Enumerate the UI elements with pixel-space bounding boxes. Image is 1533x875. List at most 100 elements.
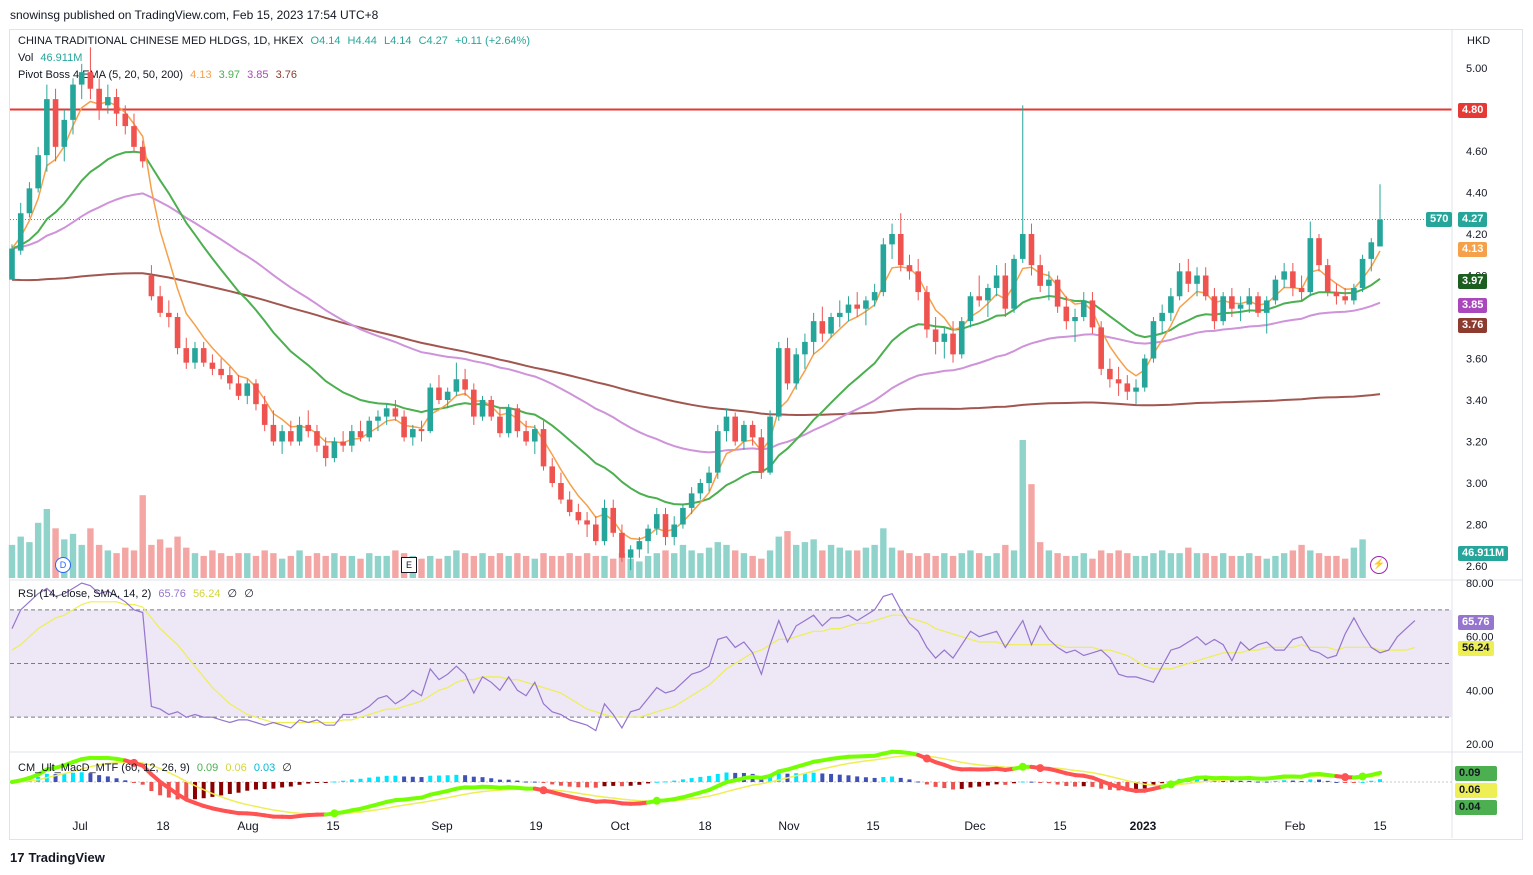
macd-histogram-bar [959,782,964,789]
volume-bar [122,547,129,578]
candle-body [279,431,285,442]
volume-bar [366,553,373,578]
candle-body [383,408,390,417]
macd-histogram-bar [837,774,842,782]
candle-body [471,389,477,417]
flash-icon[interactable]: ⚡ [1370,556,1388,574]
candle-body [183,348,190,363]
macd-histogram-bar [349,779,354,782]
volume-bar [278,558,286,578]
macd-histogram-bar [942,782,947,789]
macd-histogram-bar [1238,780,1243,782]
macd-label[interactable]: CM_Ult_MacD_MTF (60, 12, 26, 9) [18,762,190,774]
macd-line-segment [140,763,154,777]
volume-bar [322,555,329,578]
macd-histogram-bar [271,782,276,789]
volume-bar [331,553,338,578]
symbol-title[interactable]: CHINA TRADITIONAL CHINESE MED HLDGS, 1D,… [18,35,304,47]
macd-histogram-bar [1038,782,1043,783]
ema50-value: 3.85 [247,69,269,81]
candle-body [1377,219,1383,247]
volume-bar [958,553,965,578]
macd-histogram-bar [314,782,319,783]
macd-histogram-bar [463,775,468,782]
candle-body [462,379,468,390]
candle-body [488,400,495,417]
volume-bar [235,553,242,578]
candle-body [1263,300,1270,313]
macd-cross-dot [330,809,339,818]
rsi-tick-label: 60.00 [1466,632,1494,644]
rsi-value: 65.76 [158,588,186,600]
candle-body [1176,271,1183,297]
price-tick-label: 2.60 [1466,561,1487,573]
macd-histogram-bar [236,782,241,793]
rsi-sma-axis-label: 56.24 [1458,641,1494,656]
earnings-marker[interactable]: E [401,557,417,573]
macd-histogram-bar [916,781,921,783]
volume-bar [130,550,138,578]
candle-body [1316,238,1322,266]
macd-histogram-bar [1151,782,1156,786]
macd-histogram-bar [436,775,441,782]
rsi-label[interactable]: RSI (14, close, SMA, 14, 2) [18,588,152,600]
candle-body [113,97,120,114]
ema20-value: 3.97 [218,69,241,81]
macd-histogram-bar [541,782,546,784]
candle-body [1194,275,1200,284]
candle-body [1019,234,1026,259]
macd-histogram-bar [1046,782,1051,784]
volume-bar [209,550,216,578]
volume-bar [1132,555,1140,578]
volume-bar [156,539,164,578]
tradingview-footer[interactable]: 17 TradingView [10,850,105,865]
macd-histogram-bar [637,782,642,785]
candle-body [1281,271,1287,280]
macd-histogram-bar [619,782,624,787]
volume-bar [610,558,617,578]
time-axis-label: 15 [326,819,340,833]
volume-bar [662,550,669,578]
macd-histogram-bar [140,782,145,785]
currency-label: HKD [1467,35,1491,47]
volume-label[interactable]: Vol [18,52,34,64]
volume-bar [470,555,478,578]
macd-cross-dot [1036,764,1045,773]
macd-histogram-bar [698,776,703,782]
volume-bar [305,555,312,578]
macd-histogram-bar [1317,779,1322,782]
ema-label[interactable]: Pivot Boss 4 EMA (5, 20, 50, 200) [18,69,184,81]
candle-body [906,265,913,272]
volume-bar [26,542,33,578]
candle-body [296,424,303,442]
time-axis-label: 15 [1373,819,1387,833]
candle-body [105,97,111,106]
macd-histogram-bar [1378,779,1382,782]
volume-bar [392,550,399,578]
candle-body [331,441,338,459]
volume-bar [270,553,277,578]
candle-body [1080,300,1087,317]
macd-histogram-bar [489,778,494,782]
macd-histogram-bar [907,779,912,782]
macd-histogram-bar [123,780,128,782]
candle-body [1150,321,1157,359]
dividend-marker[interactable]: D [55,557,71,573]
volume-bar [618,553,626,578]
macd-histogram-bar [375,776,380,782]
macd-histogram-bar [872,777,877,782]
volume-bar [43,509,51,578]
candle-body [1002,275,1009,309]
macd-histogram-bar [1003,782,1008,785]
macd-histogram-bar [646,782,651,784]
macd-histogram-bar [924,782,929,785]
macd-signal-axis-label: 0.06 [1455,783,1497,798]
volume-bar [1106,553,1114,578]
volume-bar [1071,555,1079,578]
macd-histogram-bar [628,782,633,786]
macd-histogram-bar [524,781,529,783]
candle-body [1098,327,1104,369]
volume-bar [34,522,42,578]
macd-histogram-bar [210,782,215,797]
